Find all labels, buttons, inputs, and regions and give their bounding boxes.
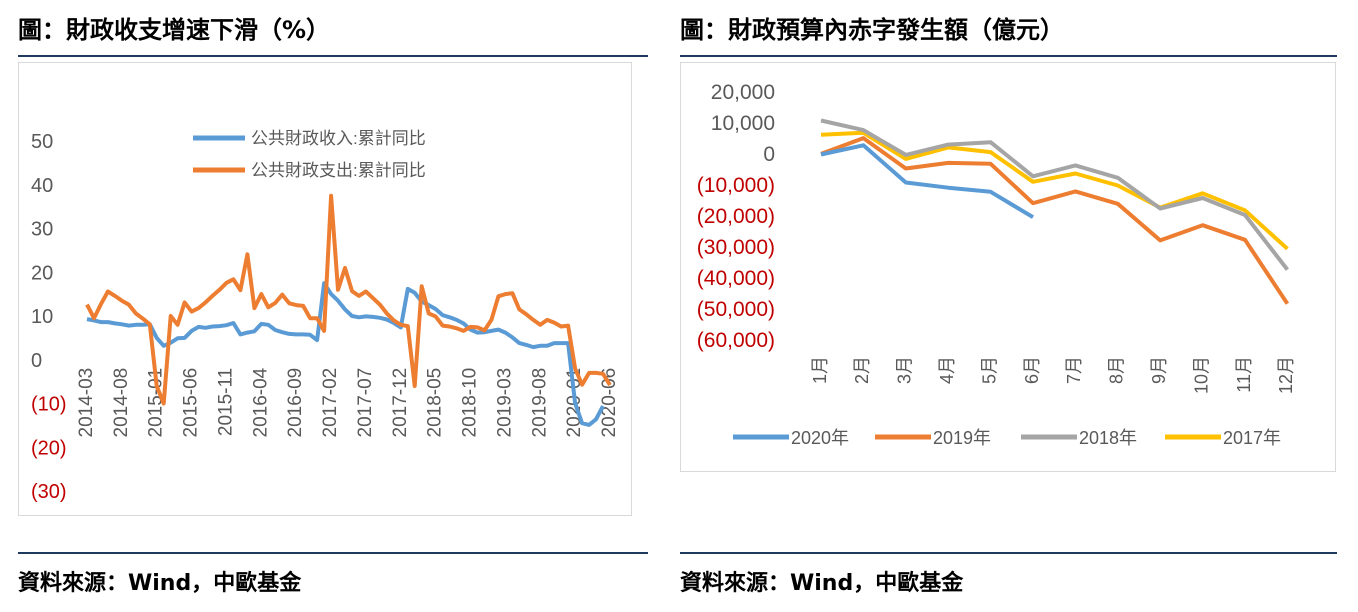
right-source-rule <box>680 552 1337 554</box>
y-tick-label: 40 <box>31 175 53 197</box>
x-tick-label: 7月 <box>1064 356 1084 384</box>
x-tick-label: 2017-02 <box>320 368 341 438</box>
series-line-2017年 <box>820 130 1289 251</box>
x-tick-label: 2016-09 <box>285 368 306 438</box>
y-tick-label: 0 <box>763 143 775 166</box>
y-tick-label: (60,000) <box>697 329 775 352</box>
x-tick-label: 3月 <box>895 356 915 384</box>
x-tick-label: 2月 <box>852 356 872 384</box>
y-tick-label: (20) <box>31 437 67 459</box>
x-tick-label: 2017-12 <box>390 368 411 438</box>
x-tick-label: 4月 <box>937 356 957 384</box>
y-tick-label: 30 <box>31 219 53 241</box>
deficit-chart: 20,000 10,000 0 (10,000) (20,000) (30,000) (40… <box>697 81 1296 448</box>
x-tick-label: 5月 <box>979 356 999 384</box>
series-line-1 <box>86 281 605 427</box>
x-tick-label: 10月 <box>1191 356 1211 394</box>
y-tick-label: 10,000 <box>711 112 775 135</box>
legend-label-2: 公共財政支出:累計同比 <box>251 161 426 180</box>
x-tick-label: 2019-08 <box>529 368 550 438</box>
y-tick-label: 20,000 <box>711 81 775 104</box>
x-tick-label: 8月 <box>1107 356 1127 384</box>
legend-label-1: 公共財政收入:累計同比 <box>251 129 426 148</box>
series-line-2020年 <box>820 143 1035 219</box>
right-chart-frame: 20,000 10,000 0 (10,000) (20,000) (30,000) (40… <box>680 62 1336 472</box>
right-panel-title: 圖：財政預算內赤字發生額（億元） <box>680 16 1064 44</box>
legend-label-4: 2017年 <box>1223 428 1281 448</box>
y-tick-label: (30,000) <box>697 236 775 259</box>
x-tick-label: 2016-04 <box>250 367 271 437</box>
x-tick-label: 11月 <box>1234 356 1254 393</box>
y-tick-label: 20 <box>31 262 53 284</box>
x-tick-label: 2019-03 <box>494 368 515 438</box>
x-tick-label: 2014-08 <box>111 368 132 438</box>
x-tick-label: 2017-07 <box>355 368 376 438</box>
x-tick-label: 1月 <box>810 356 830 384</box>
x-tick-label: 2015-06 <box>181 368 202 438</box>
x-tick-label: 12月 <box>1276 356 1296 394</box>
legend-label-2: 2019年 <box>933 428 991 448</box>
x-tick-label: 6月 <box>1022 356 1042 384</box>
y-tick-label: 0 <box>31 350 42 372</box>
y-tick-label: (40,000) <box>697 267 775 290</box>
x-tick-label: 2018-10 <box>460 368 481 438</box>
y-tick-label: 10 <box>31 306 53 328</box>
x-tick-label: 9月 <box>1149 356 1169 384</box>
series-line-2019年 <box>820 136 1290 305</box>
x-tick-label: 2015-01 <box>146 368 167 438</box>
y-tick-label: (10,000) <box>697 174 775 197</box>
left-title-rule <box>18 55 648 57</box>
left-chart-frame: 50 40 30 20 10 0 (10) (20) (30) 2014-03 2014-08 201… <box>18 62 632 516</box>
legend-label-3: 2018年 <box>1079 428 1137 448</box>
y-tick-label: (10) <box>31 394 67 416</box>
series-line-2 <box>85 193 612 406</box>
x-tick-label: 2014-03 <box>76 368 97 438</box>
left-panel-title: 圖：財政收支增速下滑（%） <box>18 16 331 44</box>
right-title-rule <box>680 55 1337 57</box>
x-tick-label: 2020-06 <box>599 368 620 438</box>
y-tick-label: (30) <box>31 481 67 503</box>
legend-label-1: 2020年 <box>791 428 849 448</box>
y-tick-label: 50 <box>31 131 53 153</box>
left-source: 資料來源：Wind，中歐基金 <box>18 571 302 596</box>
y-tick-label: (20,000) <box>697 205 775 228</box>
x-tick-label: 2018-05 <box>425 368 446 438</box>
x-tick-label: 2015-11 <box>215 368 236 436</box>
y-tick-label: (50,000) <box>697 298 775 321</box>
series-line-2018年 <box>820 118 1289 271</box>
right-source: 資料來源：Wind，中歐基金 <box>680 571 964 596</box>
fiscal-growth-chart: 50 40 30 20 10 0 (10) (20) (30) 2014-03 2014-08 201… <box>31 129 620 503</box>
left-source-rule <box>18 552 648 554</box>
